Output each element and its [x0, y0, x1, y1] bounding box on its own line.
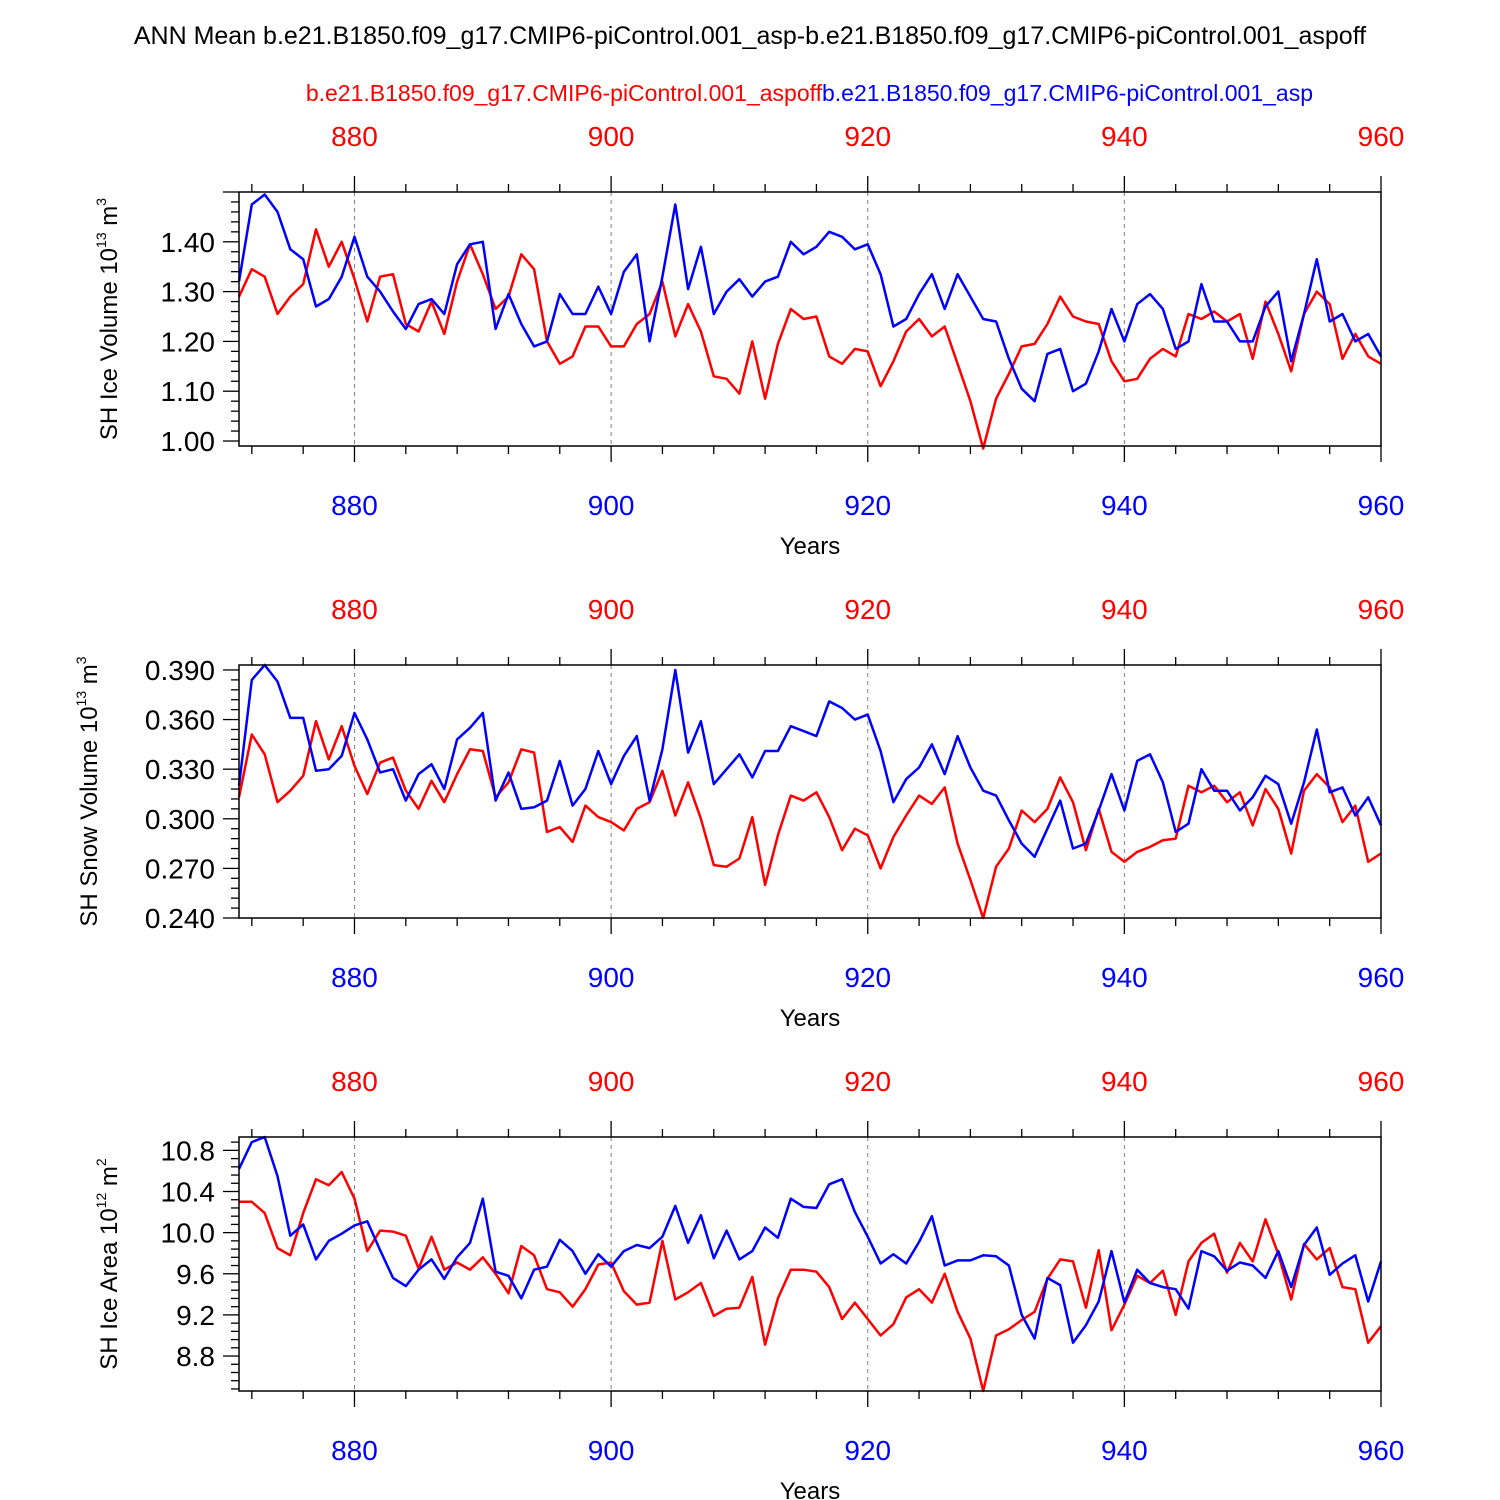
- x-tick-label-top: 880: [331, 594, 378, 625]
- x-tick-label-top: 920: [844, 594, 891, 625]
- y-axis-label-part: 10: [96, 1208, 123, 1235]
- panel-snow-volume: 880 880 900 900 920 920 940 940 960 960 Years 0.240…: [73, 594, 1404, 1032]
- x-tick-label-bottom: 900: [588, 490, 635, 521]
- y-tick-label: 9.6: [176, 1259, 215, 1290]
- x-tick-label-bottom: 940: [1101, 490, 1148, 521]
- y-axis-label: SH Snow Volume 1013 m3: [73, 656, 103, 926]
- x-tick-label-bottom: 920: [844, 1435, 891, 1466]
- y-tick-label: 10.4: [161, 1177, 216, 1208]
- series-line-red: [237, 719, 1382, 920]
- series-line-red: [237, 228, 1382, 450]
- y-axis-label-part: SH Ice Volume: [96, 275, 123, 440]
- series-line-blue: [237, 1135, 1383, 1344]
- x-tick-label-top: 920: [844, 121, 891, 152]
- y-tick-label: 1.30: [161, 277, 216, 308]
- y-tick-label: 0.390: [145, 655, 215, 686]
- x-tick-label-top: 940: [1101, 121, 1148, 152]
- x-tick-label-top: 920: [844, 1066, 891, 1097]
- series-line-blue: [237, 663, 1383, 859]
- x-tick-label-bottom: 920: [844, 962, 891, 993]
- x-tick-label-bottom: 880: [331, 962, 378, 993]
- y-axis-label: SH Ice Area 1012 m2: [93, 1158, 123, 1370]
- y-tick-label: 10.8: [161, 1135, 216, 1166]
- x-axis-label: Years: [780, 533, 841, 560]
- y-axis-label-part: 3: [93, 198, 109, 206]
- y-axis-label-part: 13: [93, 232, 109, 248]
- y-axis-label-part: SH Ice Area: [96, 1235, 123, 1370]
- y-tick-label: 0.300: [145, 804, 215, 835]
- x-tick-label-top: 960: [1358, 1066, 1405, 1097]
- y-axis-label-part: 3: [73, 656, 89, 664]
- legend-series-aspoff: b.e21.B1850.f09_g17.CMIP6-piControl.001_…: [306, 80, 823, 106]
- y-axis-label-part: 10: [76, 706, 103, 733]
- y-tick-label: 1.40: [161, 227, 216, 258]
- legend-series-asp: b.e21.B1850.f09_g17.CMIP6-piControl.001_…: [822, 80, 1313, 106]
- series-legend: b.e21.B1850.f09_g17.CMIP6-piControl.001_…: [306, 80, 1313, 106]
- y-axis-label-part: 2: [93, 1158, 109, 1166]
- series-line-red: [239, 1170, 1382, 1393]
- x-tick-label-bottom: 920: [844, 490, 891, 521]
- y-tick-label: 1.20: [161, 326, 216, 357]
- x-tick-label-bottom: 960: [1358, 490, 1405, 521]
- y-tick-label: 0.240: [145, 903, 215, 934]
- panel-ice-volume: 880 880 900 900 920 920 940 940 960 960 Years 1.00 1…: [93, 121, 1404, 560]
- y-axis-label-part: 12: [93, 1193, 109, 1209]
- y-axis-label-part: 10: [96, 248, 123, 275]
- x-tick-label-top: 880: [331, 1066, 378, 1097]
- x-tick-label-top: 900: [588, 1066, 635, 1097]
- x-tick-label-top: 960: [1358, 594, 1405, 625]
- plot-frame: [238, 1136, 1382, 1392]
- y-tick-label: 0.270: [145, 853, 215, 884]
- figure-title: ANN Mean b.e21.B1850.f09_g17.CMIP6-piCon…: [134, 22, 1366, 50]
- plot-frame: [238, 191, 1382, 447]
- x-tick-label-bottom: 880: [331, 490, 378, 521]
- x-tick-label-bottom: 900: [588, 1435, 635, 1466]
- series-line-blue: [237, 193, 1383, 403]
- x-tick-label-bottom: 880: [331, 1435, 378, 1466]
- y-axis-label-part: m: [96, 206, 123, 233]
- x-tick-label-top: 940: [1101, 594, 1148, 625]
- plot-frame: [238, 664, 1382, 919]
- x-tick-label-top: 960: [1358, 121, 1405, 152]
- y-tick-label: 10.0: [161, 1218, 216, 1249]
- y-tick-label: 9.2: [176, 1300, 215, 1331]
- y-tick-label: 0.360: [145, 705, 215, 736]
- x-tick-label-bottom: 940: [1101, 962, 1148, 993]
- x-tick-label-top: 940: [1101, 1066, 1148, 1097]
- x-tick-label-top: 880: [331, 121, 378, 152]
- x-tick-label-bottom: 960: [1358, 1435, 1405, 1466]
- x-tick-label-bottom: 940: [1101, 1435, 1148, 1466]
- x-tick-label-top: 900: [588, 594, 635, 625]
- x-tick-label-bottom: 900: [588, 962, 635, 993]
- y-axis-label-part: SH Snow Volume: [76, 733, 103, 926]
- y-tick-label: 8.8: [176, 1341, 215, 1372]
- y-axis-label-part: 13: [73, 691, 89, 707]
- x-axis-label: Years: [780, 1005, 841, 1032]
- y-axis-label-part: m: [76, 664, 103, 691]
- y-tick-label: 1.10: [161, 376, 216, 407]
- y-tick-label: 1.00: [161, 426, 216, 457]
- x-tick-label-top: 900: [588, 121, 635, 152]
- x-tick-label-bottom: 960: [1358, 962, 1405, 993]
- x-axis-label: Years: [780, 1478, 841, 1500]
- panel-ice-area: 880 880 900 900 920 920 940 940 960 960 Years 8.8 9.…: [93, 1066, 1404, 1500]
- y-axis-label: SH Ice Volume 1013 m3: [93, 198, 123, 440]
- y-axis-label-part: m: [96, 1166, 123, 1193]
- y-tick-label: 0.330: [145, 754, 215, 785]
